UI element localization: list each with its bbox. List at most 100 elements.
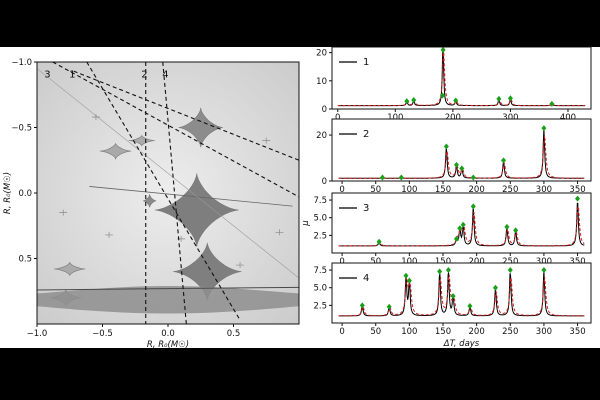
xtick-label: 300 [536,327,552,337]
peak-marker [501,157,507,164]
lightcurve-red-4 [338,274,585,317]
xtick-label: 400 [560,113,576,123]
xtick-label: 200 [445,113,461,123]
xtick-label: 350 [569,185,585,195]
caustic-plus-7 [275,229,284,236]
xtick-label: 0 [339,327,344,337]
peak-marker [453,97,459,104]
peak-marker [437,268,443,275]
track-extra [73,70,299,161]
xtick-label: 50 [370,185,381,195]
xtick-label: 0 [339,185,344,195]
peak-marker [470,203,476,210]
caustic-small-4 [54,261,86,276]
ytick-label: 5.0 [313,214,327,224]
caustic-plus-1 [91,114,100,121]
panel-ylabel: μ [301,220,311,227]
peak-marker [440,46,446,53]
peak-marker [470,174,476,181]
xtick-label: 0 [339,257,344,267]
map-background [37,62,299,324]
peak-marker [453,235,459,242]
caustic-small-3 [128,134,155,147]
caustic-plus-2 [262,137,271,144]
peak-marker [513,227,519,234]
panel-background [332,47,591,109]
xtick-label: 300 [536,185,552,195]
peak-marker [492,284,498,291]
peak-marker [398,174,404,181]
xtick-label: 350 [569,257,585,267]
lightcurve-red-2 [338,135,585,179]
peak-marker [459,165,465,172]
xtick-label: 0 [335,113,340,123]
legend-label: 4 [363,273,369,284]
map-xlabel: R, R₀(M☉) [147,340,189,348]
peak-marker [379,174,385,181]
map-ytick-label: 0.0 [18,189,32,199]
ytick-label: 0 [322,105,327,115]
map-xtick-label: −0.5 [92,329,113,339]
xtick-label: 200 [469,185,485,195]
track-1 [86,62,241,321]
peak-marker [504,223,510,230]
caustic-plus-3 [105,231,114,238]
track-3 [52,62,299,198]
peak-marker [507,267,513,274]
map-caustics [37,62,299,324]
peak-marker [443,143,449,150]
peak-marker [460,221,466,228]
xtick-label: 100 [401,185,417,195]
caustic-line-3 [37,68,299,279]
lightcurve-red-1 [337,52,586,107]
map-ytick-label: −0.5 [11,124,32,134]
track-label-4: 4 [162,70,168,81]
map-ytick-label: 0.5 [18,255,32,265]
peak-marker [406,277,412,284]
map-ylabel: R, R₀(M☉) [3,172,13,214]
map-ytick-label: −1.0 [11,58,32,68]
peak-marker [453,161,459,168]
peak-marker [450,293,456,300]
caustic-diamond-upper [178,107,223,148]
map-xtick-label: 0.5 [227,329,241,339]
legend-label: 3 [363,203,369,214]
map-xtick-label: −1.0 [27,329,48,339]
figure-svg: 3 1 2 4 −1.0 −0.5 0.0 0.5 −1.0 −0.5 0.0 0.5 R, R₀(M☉… [3,46,592,350]
xtick-label: 150 [435,257,451,267]
track-label-2: 2 [141,70,147,81]
peak-marker [404,98,410,105]
xtick-label: 200 [469,257,485,267]
caustic-diamond-center [154,173,239,247]
peak-marker [507,95,513,102]
peak-marker [386,303,392,310]
peak-marker [496,95,502,102]
peak-marker [376,238,382,245]
ytick-label: 20 [316,49,327,59]
caustic-line-2 [89,186,293,207]
caustic-band [37,286,299,314]
caustic-line-1 [37,286,299,291]
track-label-1: 1 [69,70,75,81]
peak-marker [411,96,417,103]
ytick-label: 10 [316,77,327,87]
xtick-label: 350 [569,327,585,337]
panel-frame [331,192,592,254]
xtick-label: 250 [502,327,518,337]
map-xtick-label: 0.0 [161,329,175,339]
xtick-label: 300 [536,257,552,267]
peak-marker [467,303,473,310]
xtick-label: 250 [502,185,518,195]
peak-marker [445,267,451,274]
ytick-label: 7.5 [313,196,327,206]
xtick-label: 250 [502,257,518,267]
legend-label: 1 [363,57,369,68]
peak-marker [549,100,555,107]
track-4 [162,62,187,324]
panel-xlabel: ΔT, days [443,339,480,348]
ytick-label: 0 [322,177,327,187]
xtick-label: 150 [435,185,451,195]
xtick-label: 200 [469,327,485,337]
